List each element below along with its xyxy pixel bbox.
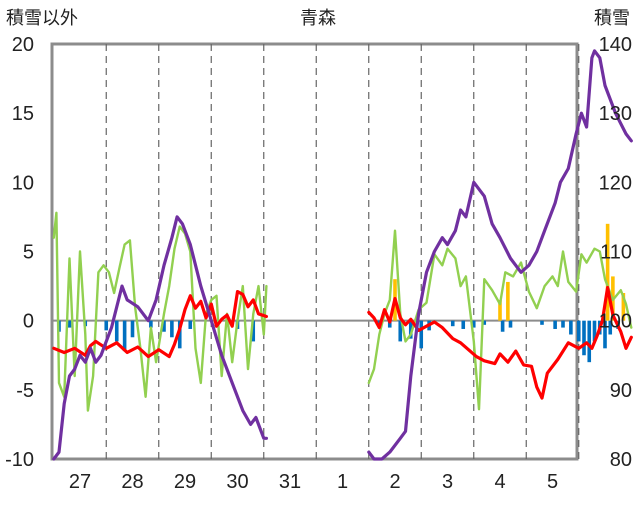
precip_blue-bar-4 [114,320,119,342]
precip_blue-bar-10 [177,320,182,349]
precip_blue-bar-25 [500,320,505,332]
precip_blue-bar-3 [104,320,109,331]
x-tick-label: 2 [389,471,400,493]
x-tick-label: 28 [121,471,143,493]
right-tick-label: 110 [600,242,632,264]
precip_blue-bar-8 [162,320,166,332]
precip_blue-bar-36 [603,320,607,349]
precip_blue-bar-32 [582,320,586,356]
x-tick-label: 5 [547,471,558,493]
x-tick-label: 3 [442,471,453,493]
lines [52,49,633,461]
precip_blue-bar-37 [608,320,613,335]
plot-area [50,42,579,461]
precip_blue-bar-28 [553,320,557,329]
temperature_green-line-1 [367,229,633,411]
right-axis-label: 積雪 [594,8,630,28]
precip_blue-bar-34 [592,320,597,342]
precip_blue-bar-9 [170,320,174,338]
left-tick-label: 0 [23,311,34,333]
temperature_green-line-0 [52,211,268,412]
precip_blue-bar-24 [482,320,487,325]
precip_blue-bar-6 [130,320,135,338]
grid-lines [52,44,580,459]
right-tick-label: 80 [610,449,632,471]
snowfall_orange-bar-5 [621,293,626,321]
chart-title: 青森 [300,8,336,28]
left-tick-label: 20 [12,34,34,56]
precip_blue-bar-11 [188,320,193,329]
precip_blue-bar-30 [569,320,573,335]
precip_blue-bar-23 [471,320,476,328]
precip_blue-bar-29 [561,320,565,328]
snowfall_orange-bar-3 [605,223,610,321]
right-tick-label: 120 [599,172,632,194]
right-tick-label: 100 [599,311,632,333]
precip_blue-bar-1 [67,320,72,328]
x-tick-label: 30 [226,471,248,493]
precip_blue-bar-18 [408,320,413,339]
x-tick-label: 29 [174,471,196,493]
snow_depth-line-1 [367,49,633,461]
precip_blue-bar-22 [461,320,466,329]
x-tick-label: 4 [494,471,505,493]
precip_blue-bar-7 [149,320,153,328]
x-tick-label: 31 [279,471,301,493]
precip_blue-bar-21 [450,320,455,327]
precip_blue-bar-33 [587,320,592,363]
precip_blue-bar-27 [540,320,544,325]
temperature_red-line-0 [52,290,268,359]
snowfall_orange-bar-1 [498,299,502,321]
x-tick-label: 1 [337,471,348,493]
precip_blue-bar-26 [508,320,513,328]
left-tick-label: -10 [5,449,34,471]
precip_blue-bar-19 [419,320,424,349]
left-tick-label: -5 [16,380,34,402]
precip_blue-bar-17 [398,320,403,342]
precip_blue-bar-14 [251,320,256,342]
temperature_red-line-1 [367,285,633,400]
right-tick-label: 90 [610,380,632,402]
x-tick-label: 27 [69,471,91,493]
right-tick-label: 130 [599,103,632,125]
precip_blue-bar-16 [387,320,392,328]
precip_blue-bar-31 [576,320,581,342]
snowfall_orange-bar-2 [506,281,510,321]
snow_depth-line-0 [52,215,268,461]
precip_blue-bar-5 [122,320,127,352]
left-tick-label: 10 [12,172,34,194]
left-tick-label: 5 [23,242,34,264]
right-tick-label: 140 [599,34,632,56]
left-axis-label: 積雪以外 [6,8,78,28]
left-tick-label: 15 [12,103,34,125]
